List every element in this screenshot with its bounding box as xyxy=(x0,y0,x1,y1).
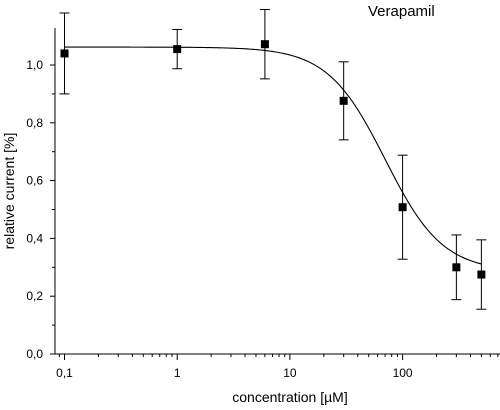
x-tick-label: 0,1 xyxy=(56,366,73,380)
data-point xyxy=(477,270,486,279)
data-point xyxy=(60,49,69,58)
y-axis-label: relative current [%] xyxy=(1,133,17,250)
x-axis-ticks: 0,1 1 10 100 xyxy=(56,354,499,380)
data-point xyxy=(398,203,407,212)
data-point xyxy=(452,263,461,272)
y-tick-label: 0,0 xyxy=(26,347,43,361)
x-tick-label: 1 xyxy=(174,366,181,380)
data-points-group xyxy=(59,9,487,310)
y-tick-label: 1,0 xyxy=(26,58,43,72)
fit-curve xyxy=(64,46,482,265)
y-tick-label: 0,8 xyxy=(26,116,43,130)
x-axis-label: concentration [µM] xyxy=(232,389,347,405)
data-point xyxy=(260,40,269,49)
data-point xyxy=(173,45,182,54)
chart-title: Verapamil xyxy=(368,3,435,20)
x-tick-label: 10 xyxy=(283,366,297,380)
fit-curve-group xyxy=(64,46,482,265)
y-tick-label: 0,6 xyxy=(26,174,43,188)
data-point xyxy=(339,96,348,105)
y-tick-label: 0,4 xyxy=(26,231,43,245)
x-tick-label: 100 xyxy=(393,366,413,380)
y-axis-ticks: 0,0 0,2 0,4 0,6 0,8 1,0 xyxy=(26,58,55,361)
y-tick-label: 0,2 xyxy=(26,289,43,303)
